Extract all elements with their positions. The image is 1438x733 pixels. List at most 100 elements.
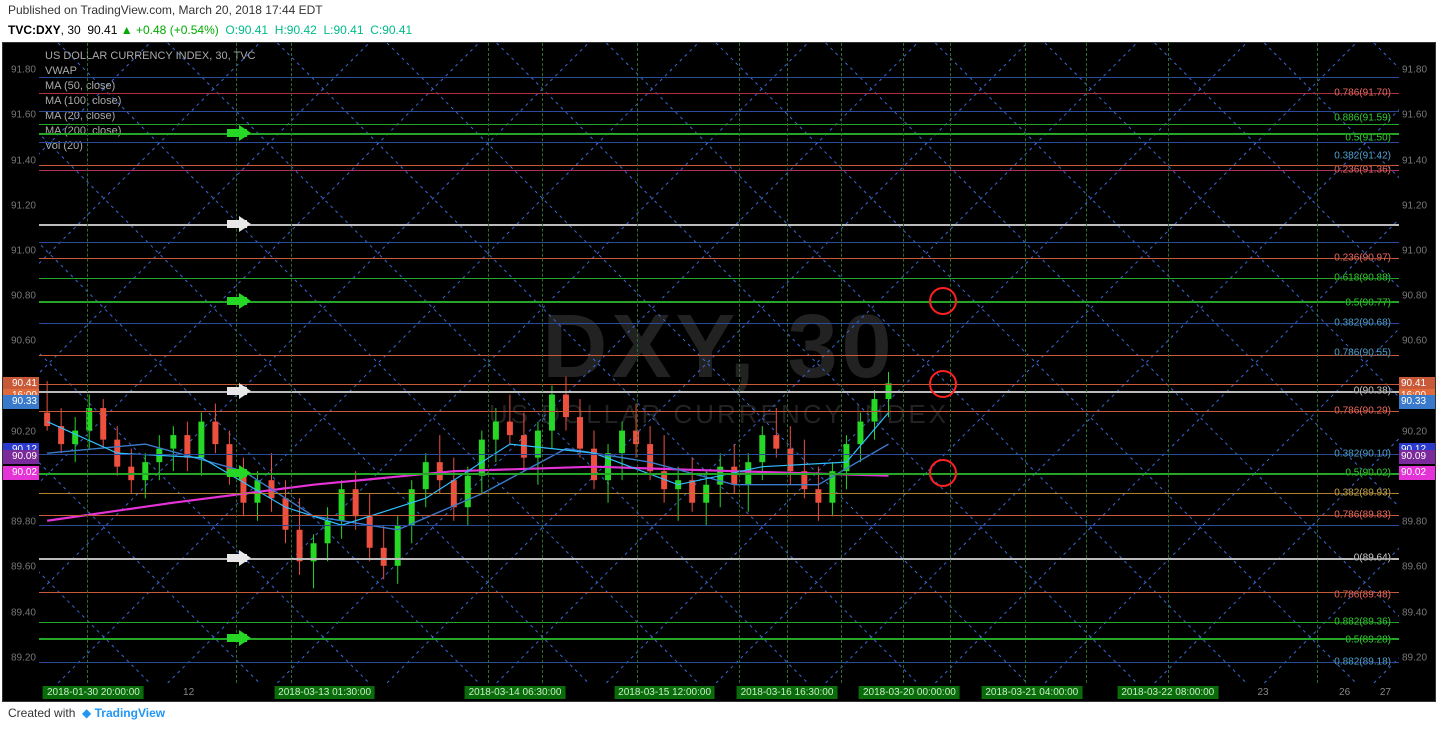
x-tick-highlight: 2018-03-20 00:00:00: [859, 686, 960, 699]
price-tag: 90.02: [1399, 466, 1435, 480]
vertical-time-line: [236, 43, 237, 683]
y-tick: 91.80: [1399, 65, 1435, 76]
fib-label: 0.5(91.50): [1345, 132, 1391, 143]
y-tick: 91.20: [3, 200, 39, 211]
horizontal-level: [39, 142, 1399, 143]
vertical-time-line: [488, 43, 489, 683]
fib-label: 0.236(91.36): [1334, 164, 1391, 175]
fib-label: 0.618(90.88): [1334, 273, 1391, 284]
arrow-marker-icon: [239, 550, 251, 566]
horizontal-level: [39, 77, 1399, 78]
x-axis: 2018-01-30 20:00:002018-03-13 01:30:0020…: [39, 683, 1399, 701]
x-tick-highlight: 2018-03-21 04:00:00: [981, 686, 1082, 699]
indicator-legend-item[interactable]: Vol (20): [45, 139, 255, 154]
fib-label: 0.382(90.68): [1334, 318, 1391, 329]
y-tick: 89.60: [3, 562, 39, 573]
arrow-marker-icon: [239, 630, 251, 646]
price-tag: 90.09: [1399, 450, 1435, 464]
y-tick: 90.80: [3, 291, 39, 302]
indicator-legend: US DOLLAR CURRENCY INDEX, 30, TVCVWAPMA …: [45, 49, 255, 154]
price-tag: 90.02: [3, 466, 39, 480]
y-tick: 91.40: [3, 155, 39, 166]
fib-label: 0.786(89.83): [1334, 510, 1391, 521]
vertical-time-line: [1025, 43, 1026, 683]
x-tick: 26: [1335, 686, 1354, 699]
fib-label: 0.5(89.28): [1345, 634, 1391, 645]
arrow-marker-icon: [239, 383, 251, 399]
y-tick: 89.80: [1399, 517, 1435, 528]
circle-marker-icon: [929, 459, 957, 487]
y-tick: 91.60: [1399, 110, 1435, 121]
interval: 30: [67, 23, 80, 37]
horizontal-level: [39, 662, 1399, 663]
publish-text: Published on TradingView.com, March 20, …: [8, 3, 323, 17]
arrow-marker-icon: [239, 465, 251, 481]
y-tick: 90.20: [3, 426, 39, 437]
fib-label: 0.882(89.36): [1334, 616, 1391, 627]
horizontal-level: [39, 592, 1399, 593]
footer-text: Created with: [8, 706, 75, 720]
fib-label: 0.886(91.59): [1334, 112, 1391, 123]
vertical-time-line: [1086, 43, 1087, 683]
fib-label: 0.382(90.10): [1334, 449, 1391, 460]
y-tick: 89.20: [3, 652, 39, 663]
close: 90.41: [382, 23, 412, 37]
high: 90.42: [287, 23, 317, 37]
y-tick: 89.20: [1399, 652, 1435, 663]
horizontal-level: [39, 93, 1399, 94]
vertical-time-line: [787, 43, 788, 683]
price-tag: 90.33: [3, 395, 39, 409]
x-tick-highlight: 2018-03-14 06:30:00: [465, 686, 566, 699]
vertical-time-line: [291, 43, 292, 683]
plot-area[interactable]: DXY, 30 US DOLLAR CURRENCY INDEX US DOLL…: [39, 43, 1399, 683]
vertical-time-line: [950, 43, 951, 683]
horizontal-level: [39, 170, 1399, 171]
x-tick: 23: [1253, 686, 1272, 699]
change-pct: (+0.54%): [170, 23, 219, 37]
y-tick: 89.40: [1399, 607, 1435, 618]
horizontal-level: [39, 411, 1399, 412]
vertical-time-line: [542, 43, 543, 683]
price-tag: 90.09: [3, 450, 39, 464]
y-tick: 91.00: [3, 245, 39, 256]
y-tick: 89.80: [3, 517, 39, 528]
vertical-time-line: [841, 43, 842, 683]
up-triangle-icon: ▲: [121, 23, 133, 37]
fib-label: 0.882(89.18): [1334, 657, 1391, 668]
x-tick-highlight: 2018-03-15 12:00:00: [614, 686, 715, 699]
chart-area[interactable]: 91.8091.6091.4091.2091.0090.8090.6090.40…: [2, 42, 1436, 702]
horizontal-level: [39, 454, 1399, 455]
vertical-time-line: [1317, 43, 1318, 683]
quote-bar: TVC:DXY, 30 90.41 ▲ +0.48 (+0.54%) O:90.…: [0, 22, 1438, 42]
fib-label: 0.382(91.42): [1334, 151, 1391, 162]
x-tick-highlight: 2018-01-30 20:00:00: [43, 686, 144, 699]
horizontal-level: [39, 493, 1399, 494]
y-tick: 91.80: [3, 65, 39, 76]
vertical-time-line: [87, 43, 88, 683]
circle-marker-icon: [929, 287, 957, 315]
y-axis-right: 91.8091.6091.4091.2091.0090.8090.6090.40…: [1399, 43, 1435, 701]
fib-label: 0.786(90.55): [1334, 347, 1391, 358]
symbol: TVC:DXY: [8, 23, 61, 37]
vertical-time-line: [903, 43, 904, 683]
horizontal-level: [39, 323, 1399, 324]
indicator-legend-item[interactable]: US DOLLAR CURRENCY INDEX, 30, TVC: [45, 49, 255, 64]
indicator-legend-item[interactable]: MA (100, close): [45, 94, 255, 109]
y-tick: 89.60: [1399, 562, 1435, 573]
vertical-time-line: [1168, 43, 1169, 683]
y-tick: 91.20: [1399, 200, 1435, 211]
y-tick: 90.20: [1399, 426, 1435, 437]
last-price: 90.41: [87, 23, 117, 37]
y-tick: 91.40: [1399, 155, 1435, 166]
y-tick: 91.60: [3, 110, 39, 121]
fib-label: 0(90.38): [1354, 386, 1391, 397]
horizontal-level: [39, 355, 1399, 356]
y-tick: 90.60: [1399, 336, 1435, 347]
horizontal-level: [39, 111, 1399, 112]
horizontal-level: [39, 165, 1399, 166]
fib-label: 0.382(89.93): [1334, 487, 1391, 498]
footer-brand[interactable]: TradingView: [95, 706, 165, 720]
price-tag: 90.33: [1399, 395, 1435, 409]
publish-header: Published on TradingView.com, March 20, …: [0, 0, 1438, 22]
indicator-legend-item[interactable]: MA (200, close): [45, 124, 255, 139]
